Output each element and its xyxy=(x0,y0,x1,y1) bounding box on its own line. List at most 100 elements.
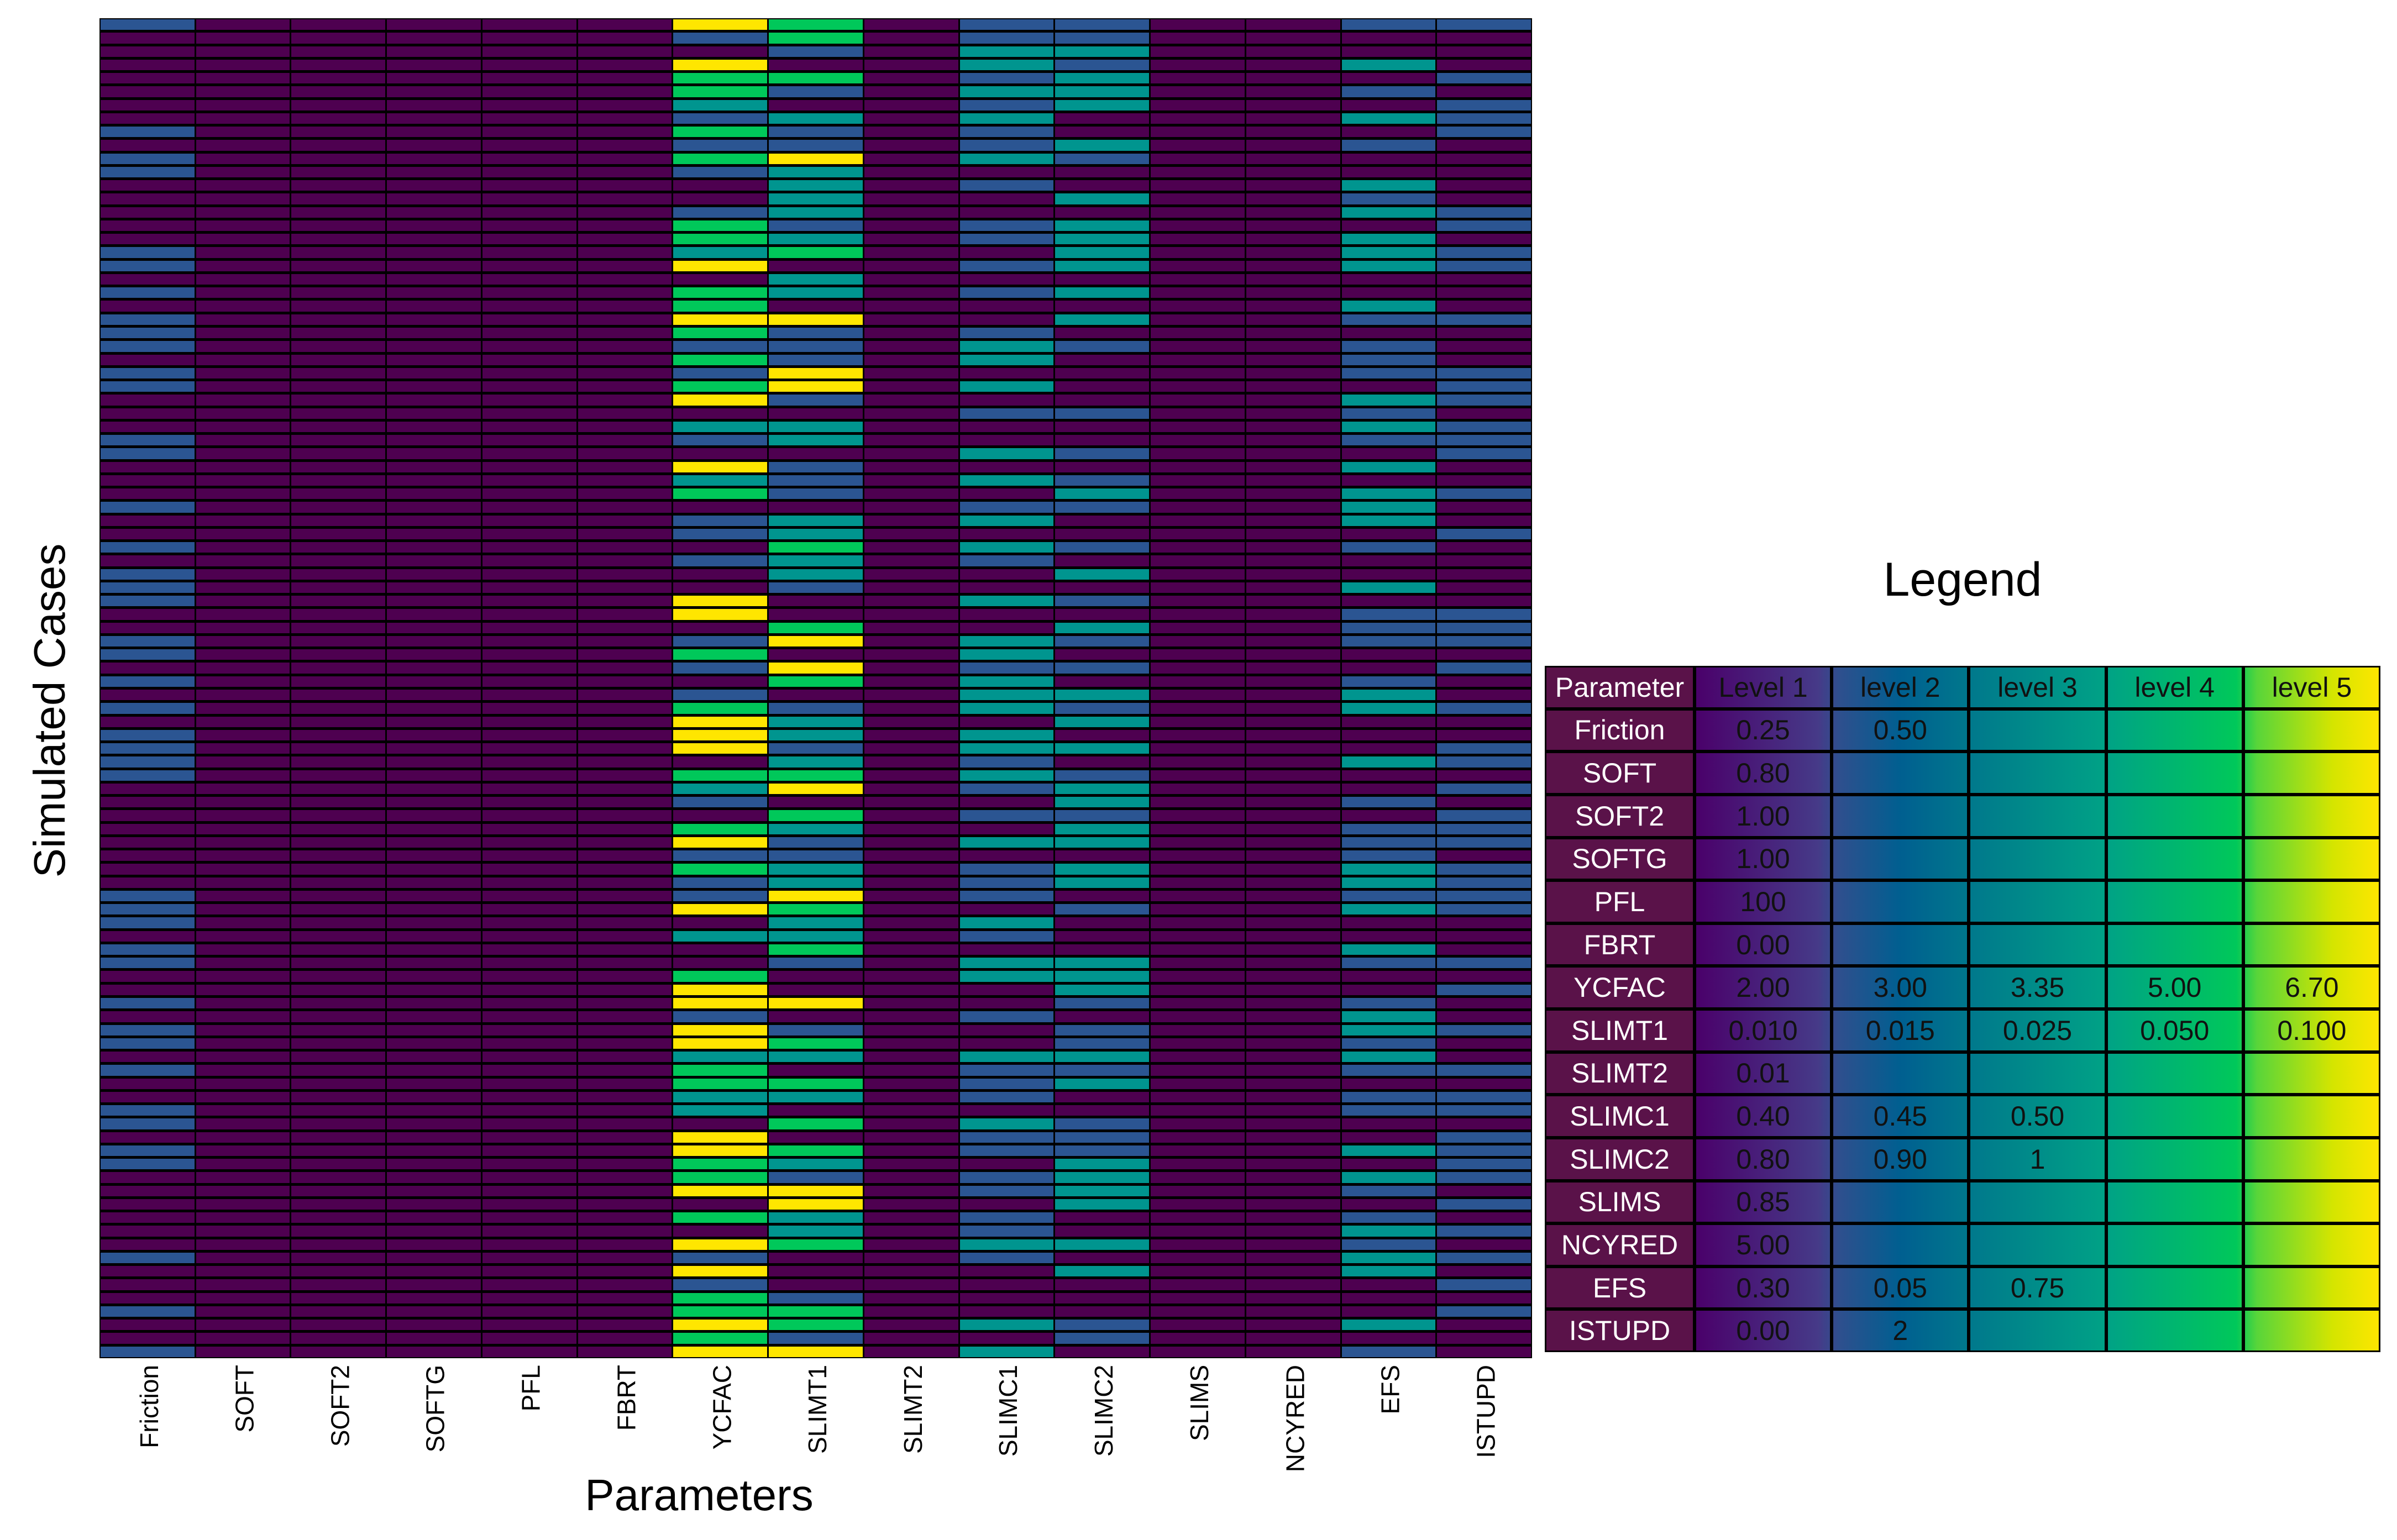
heatmap-cell xyxy=(1437,958,1531,969)
heatmap-cell xyxy=(101,582,195,593)
heatmap-cell xyxy=(196,33,290,44)
heatmap-cell xyxy=(1151,1091,1245,1103)
heatmap-cell xyxy=(769,220,863,232)
heatmap-cell xyxy=(291,877,386,888)
heatmap-cell xyxy=(387,287,481,298)
heatmap-cell xyxy=(1151,260,1245,271)
heatmap-cell xyxy=(1437,207,1531,218)
legend-level-value: 0.050 xyxy=(2106,1009,2243,1052)
heatmap-cell xyxy=(769,1306,863,1317)
heatmap-cell xyxy=(578,113,672,124)
heatmap-cell xyxy=(769,1346,863,1357)
heatmap-cell xyxy=(578,797,672,808)
heatmap-cell xyxy=(387,19,481,30)
heatmap-cell xyxy=(101,917,195,928)
heatmap-cell xyxy=(291,864,386,875)
heatmap-cell xyxy=(1341,850,1436,861)
heatmap-cell xyxy=(291,1091,386,1103)
heatmap-cell xyxy=(959,1118,1054,1129)
heatmap-cell xyxy=(387,448,481,459)
heatmap-cell xyxy=(1341,997,1436,1009)
heatmap-cell xyxy=(1341,247,1436,258)
heatmap-cell xyxy=(101,756,195,768)
heatmap-cell xyxy=(959,113,1054,124)
heatmap-cell xyxy=(101,461,195,472)
heatmap-cell xyxy=(1246,1239,1340,1250)
heatmap-cell xyxy=(1055,193,1150,204)
heatmap-cell xyxy=(1151,140,1245,151)
heatmap-cell xyxy=(578,59,672,71)
heatmap-cell xyxy=(196,676,290,687)
heatmap-cell xyxy=(1341,461,1436,472)
heatmap-cell xyxy=(673,1252,768,1264)
heatmap-cell xyxy=(291,649,386,660)
heatmap-cell xyxy=(196,729,290,741)
heatmap-cell xyxy=(291,569,386,580)
heatmap-cell xyxy=(196,1333,290,1344)
heatmap-cell xyxy=(387,569,481,580)
x-tick-label: SLIMS xyxy=(1150,1365,1246,1481)
heatmap-cell xyxy=(769,327,863,339)
heatmap-cell xyxy=(959,810,1054,821)
heatmap-cell xyxy=(1151,569,1245,580)
heatmap-cell xyxy=(1246,690,1340,701)
legend-parameter-name: NCYRED xyxy=(1545,1223,1695,1266)
heatmap-cell xyxy=(673,488,768,500)
heatmap-cell xyxy=(101,153,195,164)
heatmap-cell xyxy=(1246,435,1340,446)
heatmap-cell xyxy=(1151,475,1245,486)
heatmap-cell xyxy=(769,1145,863,1157)
heatmap-cell xyxy=(387,1052,481,1063)
heatmap-cell xyxy=(578,1172,672,1183)
heatmap-cell xyxy=(1437,1078,1531,1089)
legend-level-value xyxy=(2106,1095,2243,1138)
heatmap-cell xyxy=(959,743,1054,754)
heatmap-cell xyxy=(673,703,768,714)
heatmap-cell xyxy=(769,1199,863,1210)
heatmap-cell xyxy=(1151,1306,1245,1317)
heatmap-cell xyxy=(482,475,576,486)
heatmap-cell xyxy=(291,743,386,754)
heatmap-cell xyxy=(959,488,1054,500)
heatmap-cell xyxy=(387,609,481,620)
legend-level-value: 3.35 xyxy=(1969,966,2106,1009)
heatmap-cell xyxy=(482,301,576,312)
heatmap-cell xyxy=(769,1333,863,1344)
heatmap-cell xyxy=(1246,850,1340,861)
heatmap-cell xyxy=(196,193,290,204)
heatmap-cell xyxy=(482,864,576,875)
heatmap-cell xyxy=(1151,19,1245,30)
heatmap-cell xyxy=(387,166,481,178)
heatmap-cell xyxy=(673,582,768,593)
heatmap-cell xyxy=(1341,354,1436,365)
heatmap-cell xyxy=(959,502,1054,513)
heatmap-cell xyxy=(387,542,481,553)
heatmap-cell xyxy=(673,1239,768,1250)
legend-header-level: Level 1 xyxy=(1695,666,1832,709)
heatmap-cell xyxy=(101,408,195,419)
heatmap-cell xyxy=(1151,663,1245,674)
heatmap-cell xyxy=(959,1226,1054,1237)
heatmap-cell xyxy=(1341,260,1436,271)
heatmap-cell xyxy=(769,944,863,955)
heatmap-cell xyxy=(387,59,481,71)
heatmap-cell xyxy=(101,609,195,620)
heatmap-cell xyxy=(482,1024,576,1036)
legend-level-value xyxy=(1832,751,1969,795)
heatmap-cell xyxy=(482,1011,576,1022)
heatmap-cell xyxy=(1341,1145,1436,1157)
heatmap-cell xyxy=(1055,1038,1150,1049)
heatmap-cell xyxy=(673,797,768,808)
heatmap-cell xyxy=(1246,1145,1340,1157)
legend-level-value xyxy=(2106,1309,2243,1352)
heatmap-cell xyxy=(291,127,386,138)
heatmap-cell xyxy=(482,823,576,834)
heatmap-cell xyxy=(387,984,481,995)
heatmap-cell xyxy=(578,1306,672,1317)
heatmap-cell xyxy=(387,1065,481,1076)
legend-level-value xyxy=(2243,923,2380,966)
heatmap-cell xyxy=(291,140,386,151)
heatmap-cell xyxy=(1151,1212,1245,1223)
heatmap-cell xyxy=(1055,850,1150,861)
heatmap-cell xyxy=(196,287,290,298)
